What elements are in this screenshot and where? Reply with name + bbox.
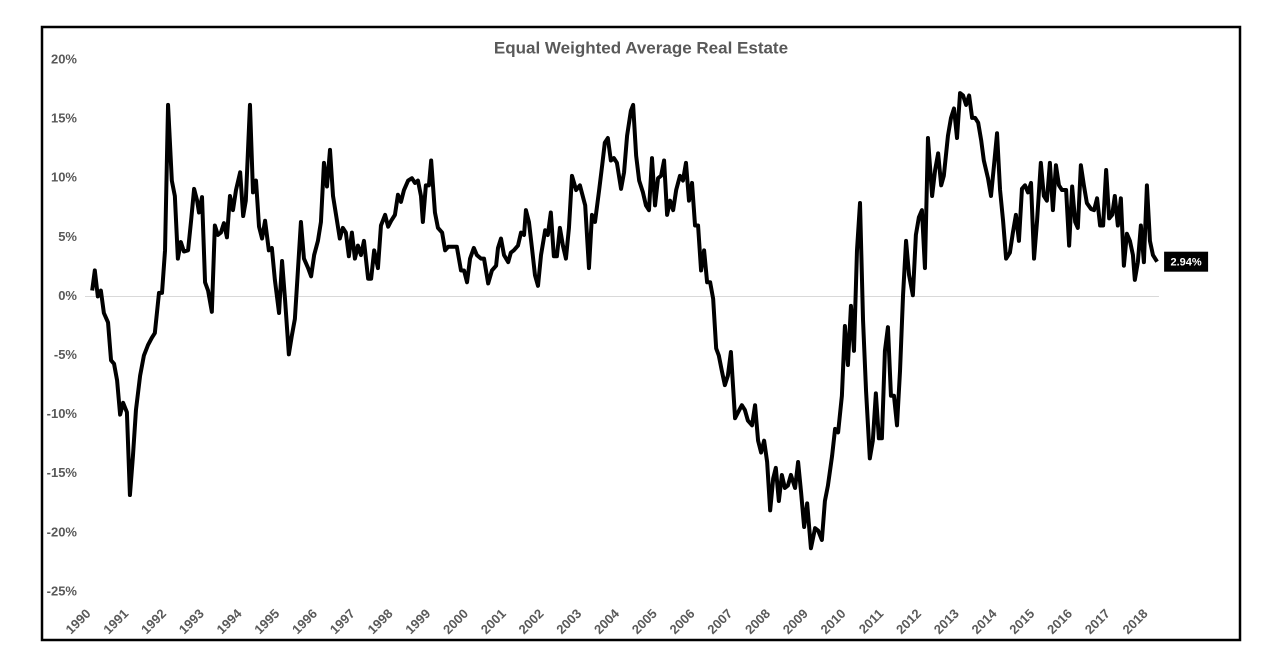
y-tick-label: 0% (58, 288, 77, 303)
y-tick-label: 10% (51, 170, 77, 185)
y-tick-label: -25% (47, 583, 78, 598)
y-tick-label: -10% (47, 406, 78, 421)
value-label: 2.94% (1170, 257, 1201, 269)
y-tick-label: -15% (47, 465, 78, 480)
y-tick-label: -20% (47, 524, 78, 539)
y-tick-label: 15% (51, 111, 77, 126)
y-tick-label: 20% (51, 51, 77, 66)
value-label-box (1164, 251, 1209, 272)
chart-frame (40, 25, 1242, 642)
chart-title: Equal Weighted Average Real Estate (494, 38, 788, 57)
data-line (90, 91, 1159, 551)
y-tick-label: -5% (54, 347, 78, 362)
y-tick-label: 5% (58, 229, 77, 244)
